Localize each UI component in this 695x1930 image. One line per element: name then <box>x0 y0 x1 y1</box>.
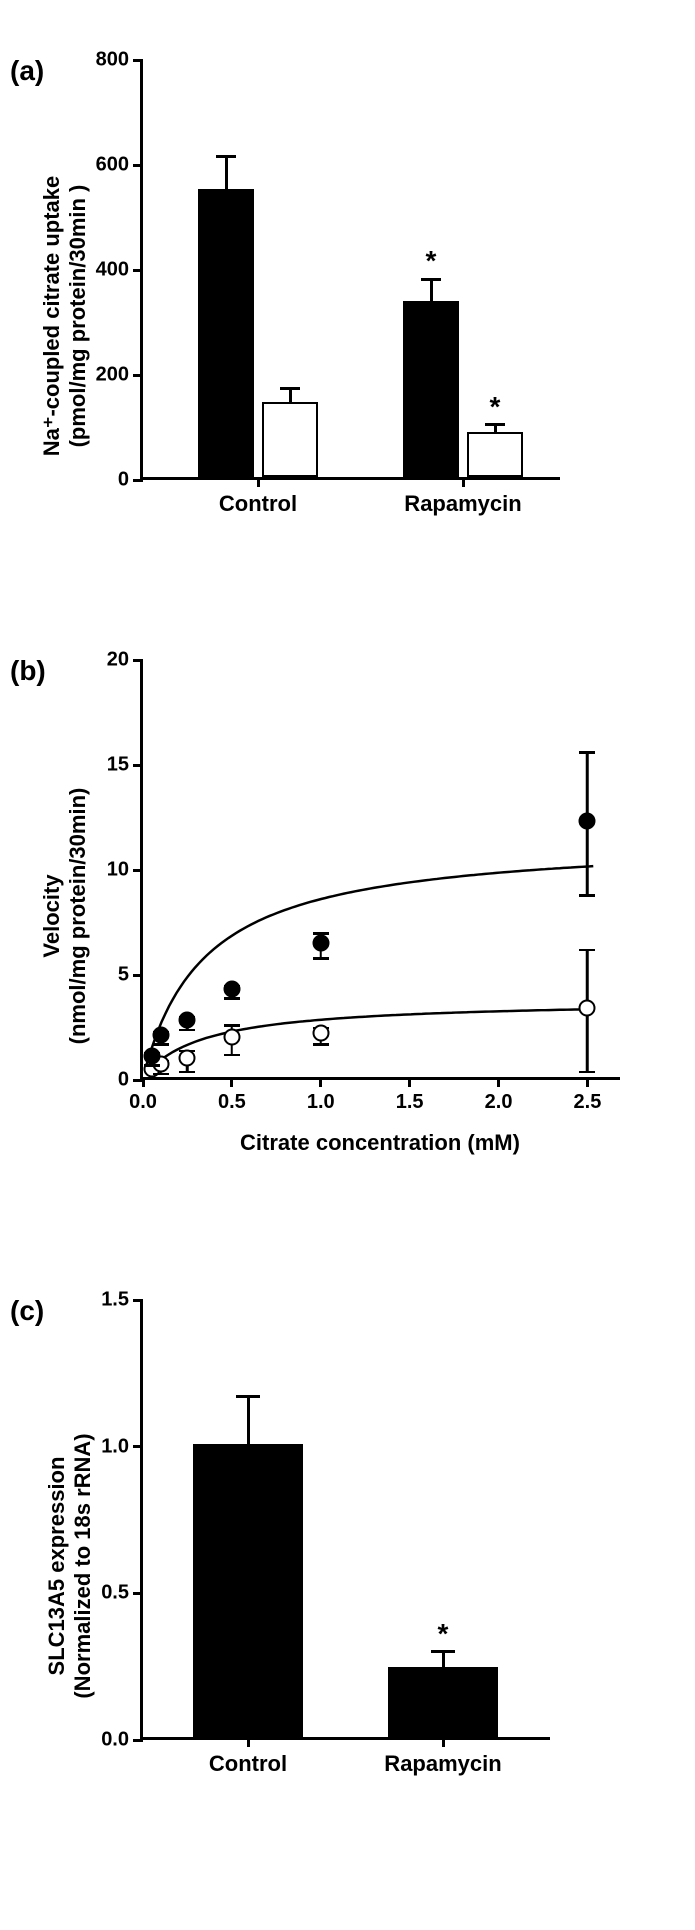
panel-a-ylabel: Na⁺-coupled citrate uptake (pmol/mg prot… <box>39 106 91 526</box>
panel-c-ylabel: SLC13A5 expression (Normalized to 18s rR… <box>44 1346 96 1786</box>
data-point <box>143 1048 160 1065</box>
data-point <box>179 1012 196 1029</box>
data-point <box>179 1050 196 1067</box>
bar <box>403 301 459 477</box>
significance-star: * <box>426 245 437 277</box>
data-point <box>152 1027 169 1044</box>
panel-c-label: (c) <box>10 1295 44 1327</box>
bar <box>198 189 254 477</box>
panel-b-chart: 051015200.00.51.01.52.02.5 <box>140 660 620 1080</box>
panel-a-chart: 0200400600800ControlRapamycin** <box>140 60 560 480</box>
panel-b-ylabel-l2: (nmol/mg protein/30min) <box>65 706 91 1126</box>
data-point <box>312 934 329 951</box>
data-point <box>223 1029 240 1046</box>
panel-c-ylabel-l2: (Normalized to 18s rRNA) <box>70 1346 96 1786</box>
significance-star: * <box>490 391 501 423</box>
panel-a-label: (a) <box>10 55 44 87</box>
bar <box>388 1667 498 1737</box>
data-point <box>312 1024 329 1041</box>
panel-b: (b) Velocity (nmol/mg protein/30min) 051… <box>20 660 675 1260</box>
panel-a-ylabel-l2: (pmol/mg protein/30min ) <box>65 106 91 526</box>
panel-c-ylabel-l1: SLC13A5 expression <box>44 1346 70 1786</box>
panel-c-chart: 0.00.51.01.5ControlRapamycin* <box>140 1300 550 1740</box>
panel-a-ylabel-l1: Na⁺-coupled citrate uptake <box>39 106 65 526</box>
panel-c: (c) SLC13A5 expression (Normalized to 18… <box>20 1300 675 1880</box>
data-point <box>223 980 240 997</box>
panel-b-label: (b) <box>10 655 46 687</box>
data-point <box>579 999 596 1016</box>
panel-b-ylabel: Velocity (nmol/mg protein/30min) <box>39 706 91 1126</box>
panel-b-xlabel: Citrate concentration (mM) <box>140 1130 620 1156</box>
bar <box>262 402 318 477</box>
data-point <box>579 812 596 829</box>
bar <box>193 1444 303 1737</box>
figure: (a) Na⁺-coupled citrate uptake (pmol/mg … <box>20 60 675 1880</box>
panel-a: (a) Na⁺-coupled citrate uptake (pmol/mg … <box>20 60 675 620</box>
bar <box>467 432 523 477</box>
panel-b-ylabel-l1: Velocity <box>39 706 65 1126</box>
significance-star: * <box>438 1618 449 1650</box>
